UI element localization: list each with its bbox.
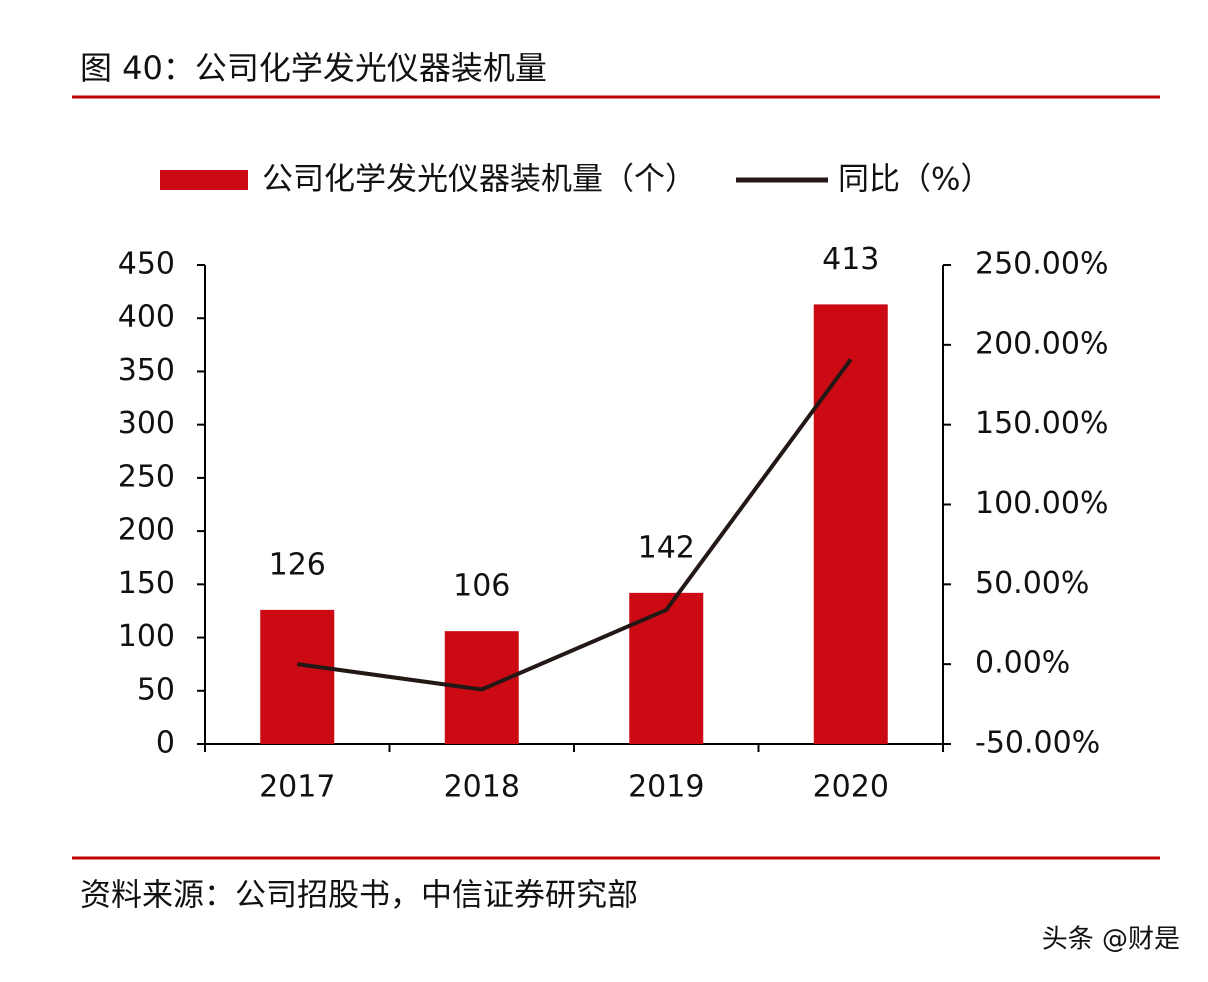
y-tick-label: 350 xyxy=(118,353,175,388)
x-tick-label: 2017 xyxy=(259,770,335,805)
y-tick-label: 400 xyxy=(118,300,175,335)
y-tick-label: 250 xyxy=(118,459,175,494)
y2-tick-label: -50.00% xyxy=(975,726,1100,761)
legend-label: 公司化学发光仪器装机量（个） xyxy=(262,162,696,198)
y2-tick-label: 150.00% xyxy=(975,406,1108,441)
y2-tick-label: 100.00% xyxy=(975,486,1108,521)
y2-tick-label: 0.00% xyxy=(975,646,1070,681)
chart-title: 图 40：公司化学发光仪器装机量 xyxy=(80,49,547,87)
source: 资料来源：公司招股书，中信证券研究部 xyxy=(80,878,638,914)
bar xyxy=(260,609,335,744)
y-tick-label: 0 xyxy=(156,726,175,761)
watermark: 头条 @财是 xyxy=(1042,925,1180,955)
bar xyxy=(813,304,888,744)
y2-tick-label: 200.00% xyxy=(975,326,1108,361)
legend-label: 同比（%） xyxy=(838,162,991,198)
x-tick-label: 2020 xyxy=(813,770,889,805)
legend-swatch xyxy=(160,170,248,190)
y-tick-label: 300 xyxy=(118,406,175,441)
y-tick-label: 450 xyxy=(118,247,175,282)
line xyxy=(296,358,853,692)
data-label: 106 xyxy=(453,569,510,604)
x-tick-label: 2018 xyxy=(444,770,520,805)
bar xyxy=(629,592,704,744)
y-tick-label: 200 xyxy=(118,513,175,548)
data-label: 126 xyxy=(269,547,326,582)
y2-tick-label: 250.00% xyxy=(975,247,1108,282)
y-tick-label: 150 xyxy=(118,566,175,601)
y-tick-label: 100 xyxy=(118,619,175,654)
y2-tick-label: 50.00% xyxy=(975,566,1089,601)
x-tick-label: 2019 xyxy=(628,770,704,805)
data-label: 413 xyxy=(822,242,879,277)
data-label: 142 xyxy=(638,530,695,565)
y-tick-label: 50 xyxy=(137,672,175,707)
